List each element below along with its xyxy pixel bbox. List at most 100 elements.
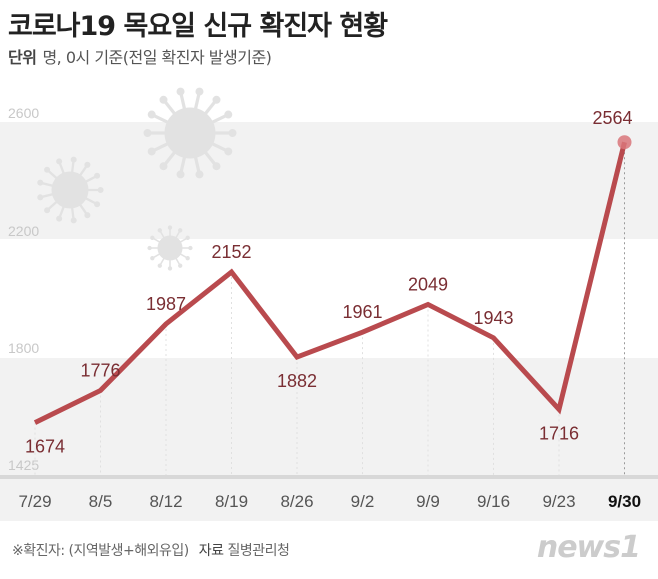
virus-spike-tip [224, 147, 233, 156]
virus-spike-tip [167, 266, 173, 271]
y-tick-label: 1425 [8, 457, 39, 473]
virus-spike-tip [44, 207, 51, 214]
virus-spike-tip [212, 95, 221, 104]
virus-spike [151, 237, 171, 249]
virus-spike-tip [44, 166, 51, 173]
virus-spike-tip [159, 95, 168, 104]
virus-spike-tip [147, 147, 156, 156]
virus-spike-tip [56, 215, 63, 222]
virus-spike-tip [56, 158, 63, 165]
virus-icon [143, 87, 237, 179]
data-label: 1882 [277, 371, 317, 391]
data-label: 1961 [342, 302, 382, 322]
virus-spike-tip [178, 228, 183, 233]
virus-spike-tip [157, 228, 162, 233]
virus-spike [188, 91, 202, 134]
source-label: 자료 [198, 543, 224, 559]
virus-spike [46, 189, 71, 212]
virus-spike [69, 188, 98, 206]
data-label: 2152 [211, 242, 251, 262]
news1-logo: news1 [536, 530, 641, 565]
y-tick-label: 1800 [8, 340, 39, 356]
virus-spike [162, 98, 192, 135]
virus-spike [151, 247, 171, 259]
virus-spike-tip [224, 110, 233, 119]
unit-label: 단위 [8, 48, 37, 67]
virus-spike-tip [212, 162, 221, 171]
virus-spike-tip [37, 194, 44, 201]
highlight-marker [617, 135, 632, 150]
virus-spike-tip [176, 87, 185, 96]
virus-spike-tip [84, 161, 91, 168]
virus-spike [169, 229, 181, 249]
virus-spike-tip [37, 179, 44, 186]
virus-spike-tip [97, 186, 104, 194]
virus-spike-tip [143, 129, 152, 137]
data-label: 1674 [25, 437, 65, 457]
virus-spike [69, 189, 89, 216]
virus-icon [37, 156, 104, 224]
x-tick-label: 9/9 [416, 492, 440, 511]
chart-subtitle: 단위 명, 0시 기준(전일 확진자 발생기준) [8, 44, 272, 68]
virus-spike-tip [188, 245, 193, 251]
virus-spike [68, 189, 75, 221]
virus-spike-tip [178, 263, 183, 268]
virus-spike [40, 181, 71, 192]
virus-spike [169, 237, 189, 249]
data-label: 1943 [473, 308, 513, 328]
x-tick-label: 8/5 [89, 492, 113, 511]
footnote: ※확진자: (지역발생+해외유입) 자료 질병관리청 [12, 540, 290, 560]
virus-spike-tip [195, 170, 204, 179]
virus-spike [69, 164, 89, 191]
virus-spike [189, 113, 229, 135]
y-tick-label: 2600 [8, 105, 39, 121]
virus-icon [147, 225, 193, 271]
virus-spike-tip [159, 162, 168, 171]
x-axis-band [0, 479, 658, 521]
virus-spike-tip [167, 225, 173, 230]
source: 질병관리청 [227, 543, 290, 559]
virus-spike-tip [150, 256, 155, 261]
virus-spike-tip [150, 235, 155, 240]
x-tick-label: 8/12 [149, 492, 182, 511]
footnote-note: ※확진자: (지역발생+해외유입) [12, 543, 189, 559]
virus-spike-tip [147, 110, 156, 119]
virus-spike-tip [228, 129, 237, 137]
virus-spike [159, 229, 171, 249]
data-label: 1987 [146, 294, 186, 314]
virus-spike-tip [84, 212, 91, 219]
virus-spike [151, 113, 191, 135]
virus-spike [69, 174, 98, 192]
virus-spike-tip [185, 235, 190, 240]
virus-spike-tip [176, 170, 185, 179]
x-tick-label: 9/16 [477, 492, 510, 511]
series-line [33, 141, 627, 425]
virus-spike [188, 98, 218, 135]
virus-spike [188, 132, 202, 175]
virus-spike-tip [157, 263, 162, 268]
x-tick-label: 9/23 [542, 492, 575, 511]
x-axis-line [0, 475, 658, 479]
virus-spike [169, 247, 181, 267]
virus-spike [178, 132, 192, 175]
x-tick-label: 8/19 [215, 492, 248, 511]
chart-title: 코로나19 목요일 신규 확진자 현황 [8, 11, 388, 42]
unit-text: 명, 0시 기준(전일 확진자 발생기준) [42, 48, 272, 67]
virus-spike [159, 247, 171, 267]
virus-spike [178, 91, 192, 134]
virus-spike [169, 247, 189, 259]
virus-spike [188, 131, 218, 168]
x-tick-label: 8/26 [280, 492, 313, 511]
virus-spike [162, 131, 192, 168]
virus-spike [151, 131, 191, 153]
virus-spike [68, 159, 75, 191]
virus-spike-tip [70, 217, 77, 224]
virus-spike-tip [94, 172, 101, 179]
virus-spike [58, 189, 72, 220]
virus-spike-tip [147, 245, 152, 251]
data-label: 2049 [408, 274, 448, 294]
virus-spike-tip [70, 156, 77, 163]
grid-band [0, 122, 658, 239]
data-label: 1776 [80, 360, 120, 380]
